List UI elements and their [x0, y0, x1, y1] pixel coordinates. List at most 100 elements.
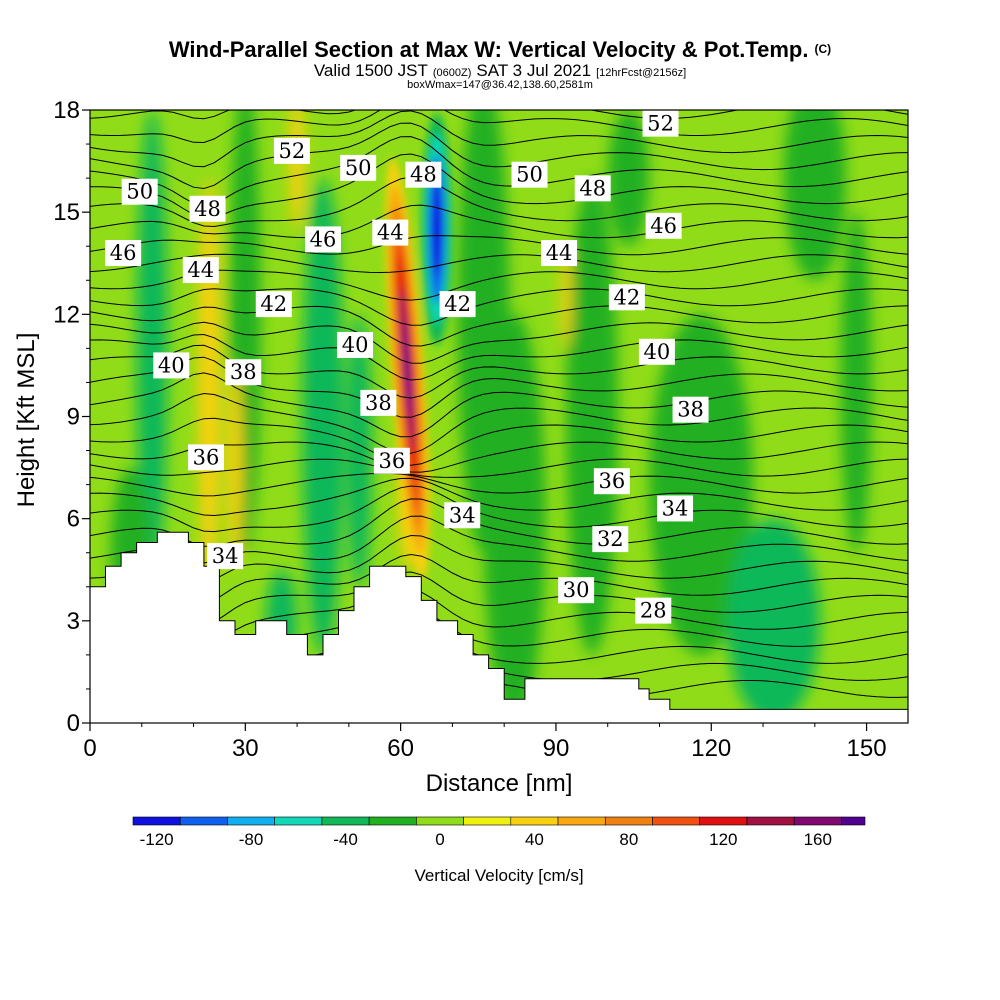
- theta-label-text: 34: [212, 544, 239, 568]
- theta-label-text: 42: [260, 292, 287, 316]
- theta-label-text: 48: [410, 163, 437, 187]
- theta-label-text: 44: [187, 258, 214, 282]
- colorbar-swatch: [746, 816, 795, 826]
- colorbar-title: Vertical Velocity [cm/s]: [414, 866, 583, 885]
- theta-label: 38: [225, 359, 262, 386]
- theta-label: 42: [608, 284, 645, 311]
- colorbar-swatch: [463, 816, 512, 826]
- theta-label-text: 42: [614, 285, 641, 309]
- theta-label-text: 38: [365, 391, 392, 415]
- colorbar-swatch: [227, 816, 275, 826]
- downdraft-core: [431, 181, 443, 277]
- colorbar-swatch: [841, 816, 866, 826]
- theta-label-text: 46: [310, 227, 337, 251]
- theta-label: 34: [444, 502, 481, 529]
- colorbar: -120 -80 -40 0 40 80 120 160: [132, 816, 866, 849]
- theta-label: 52: [642, 110, 679, 137]
- theta-contour: [90, 269, 908, 301]
- theta-contour: [90, 534, 908, 583]
- theta-label-text: 38: [677, 398, 704, 422]
- theta-label: 50: [340, 154, 377, 181]
- theta-label-text: 40: [644, 340, 671, 364]
- colorbar-swatch: [604, 816, 653, 826]
- theta-label-text: 34: [662, 496, 689, 520]
- box-info: boxWmax=147@36.42,138.60,2581m: [407, 79, 593, 91]
- theta-contour: [90, 110, 908, 144]
- velocity-region: [840, 212, 872, 553]
- theta-contour: [90, 553, 908, 605]
- velocity-cores: [385, 113, 453, 580]
- x-tick-label: 30: [232, 735, 259, 762]
- velocity-region: [197, 178, 221, 587]
- theta-label: 46: [105, 240, 142, 267]
- theta-label-text: 44: [377, 221, 404, 245]
- colorbar-tick-label: 120: [709, 830, 737, 849]
- theta-label-text: 30: [563, 578, 590, 602]
- theta-label-text: 50: [345, 156, 372, 180]
- theta-label-text: 48: [579, 176, 606, 200]
- y-tick-label: 12: [53, 301, 80, 328]
- colorbar-swatch: [557, 816, 606, 826]
- velocity-region: [346, 314, 373, 587]
- theta-label-text: 48: [194, 197, 221, 221]
- theta-contour: [90, 235, 908, 256]
- theta-label: 50: [121, 178, 158, 205]
- theta-label: 42: [439, 291, 476, 318]
- x-tick-label: 60: [387, 735, 414, 762]
- velocity-region: [227, 365, 243, 570]
- terrain: [90, 531, 908, 723]
- theta-label-text: 36: [598, 469, 625, 493]
- colorbar-tick-label: 160: [804, 830, 832, 849]
- updraft-core: [403, 321, 412, 417]
- theta-label: 52: [273, 137, 310, 164]
- colorbar-swatch: [510, 816, 559, 826]
- plot-area: 50 48 52 50 48 50 48 52 46 46 44 46 44 44 42 42 42 40 38 40…: [90, 110, 908, 723]
- x-tick-label: 120: [691, 735, 731, 762]
- theta-contour: [90, 305, 908, 347]
- colorbar-swatch: [321, 816, 370, 826]
- velocity-region: [136, 110, 168, 587]
- theta-label-text: 34: [449, 503, 476, 527]
- theta-contour: [90, 458, 908, 478]
- colorbar-swatch: [179, 816, 228, 826]
- theta-label-text: 50: [126, 180, 153, 204]
- y-axis-title: Height [Kft MSL]: [13, 333, 40, 508]
- theta-contour: [90, 176, 908, 228]
- x-axis-title: Distance [nm]: [426, 770, 573, 797]
- theta-label: 46: [645, 212, 682, 239]
- theta-label: 36: [187, 444, 224, 471]
- colorbar-tick-label: 80: [619, 830, 638, 849]
- y-tick-label: 6: [67, 506, 80, 533]
- theta-contour: [90, 333, 908, 381]
- theta-label: 34: [657, 495, 694, 522]
- colorbar-tick-label: -120: [140, 830, 174, 849]
- theta-contour: [90, 110, 908, 120]
- theta-label: 42: [255, 291, 292, 318]
- x-tick-label: 150: [847, 735, 887, 762]
- theta-label-text: 38: [230, 360, 257, 384]
- velocity-region: [483, 314, 546, 723]
- theta-label: 48: [405, 161, 442, 188]
- theta-contour: [90, 110, 908, 168]
- theta-contour: [90, 392, 908, 454]
- theta-label: 44: [541, 240, 578, 267]
- theta-contour: [90, 417, 908, 466]
- theta-label-text: 40: [342, 333, 369, 357]
- theta-label-text: 28: [640, 599, 667, 623]
- theta-label: 32: [592, 526, 629, 553]
- theta-label: 30: [558, 577, 595, 604]
- theta-contour: [90, 477, 908, 517]
- colorbar-tick-label: 0: [435, 830, 444, 849]
- theta-contour: [90, 136, 908, 207]
- theta-label: 38: [360, 389, 397, 416]
- theta-label-text: 46: [650, 214, 677, 238]
- theta-label-text: 52: [647, 112, 674, 136]
- theta-label: 36: [593, 468, 630, 495]
- theta-label: 44: [372, 219, 409, 246]
- y-tick-label: 0: [67, 710, 80, 737]
- theta-label-text: 52: [279, 139, 306, 163]
- theta-contour: [90, 344, 908, 399]
- colorbar-tick-label: 40: [525, 830, 544, 849]
- colorbar-swatch: [699, 816, 748, 826]
- colorbar-tick-label: -80: [239, 830, 264, 849]
